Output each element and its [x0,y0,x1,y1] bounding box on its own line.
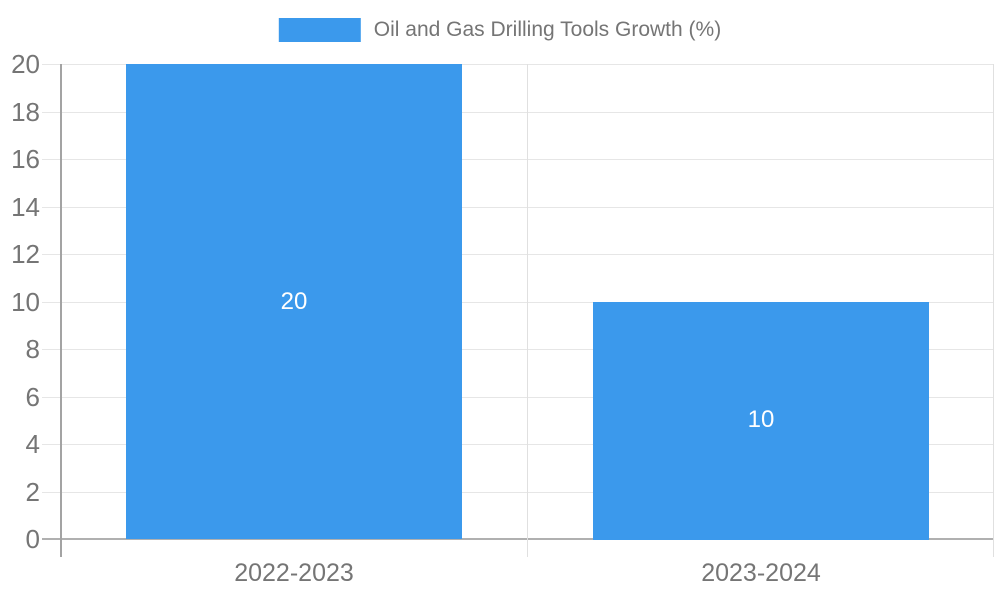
x-axis-tick-label: 2022-2023 [234,559,354,587]
y-axis-tick-label: 12 [11,239,40,269]
gridline [42,159,994,160]
y-axis-tick-label: 16 [11,144,40,174]
y-axis-tick-label: 2 [25,476,40,507]
x-axis-zero-line [42,538,994,540]
y-axis-tick-label: 4 [25,429,40,459]
bar-2023-2024[interactable] [593,302,929,540]
x-axis-tick-label: 2023-2024 [701,559,821,587]
y-axis-tick-label: 8 [25,334,40,364]
gridline [42,64,994,65]
y-axis-tick-label: 10 [11,286,40,317]
y-axis-line [60,64,62,557]
gridline [42,396,994,398]
bar-2022-2023[interactable] [126,64,462,539]
y-axis-tick-label: 6 [25,381,40,412]
gridline [42,254,994,255]
gridline [42,491,994,493]
y-axis-tick-label: 18 [11,96,40,127]
gridline [42,206,994,208]
gridline [42,111,994,113]
y-axis-tick-label: 20 [11,49,40,79]
legend-item[interactable]: Oil and Gas Drilling Tools Growth (%) [278,18,722,42]
gridline [42,301,994,303]
category-boundary-line [527,64,528,557]
y-axis-tick-label: 14 [11,191,40,222]
y-axis-tick-label: 0 [25,524,40,554]
legend-swatch [278,18,361,42]
gridline [42,349,994,350]
legend-label: Oil and Gas Drilling Tools Growth (%) [373,18,722,41]
category-boundary-line [993,64,994,557]
gridline [42,444,994,445]
